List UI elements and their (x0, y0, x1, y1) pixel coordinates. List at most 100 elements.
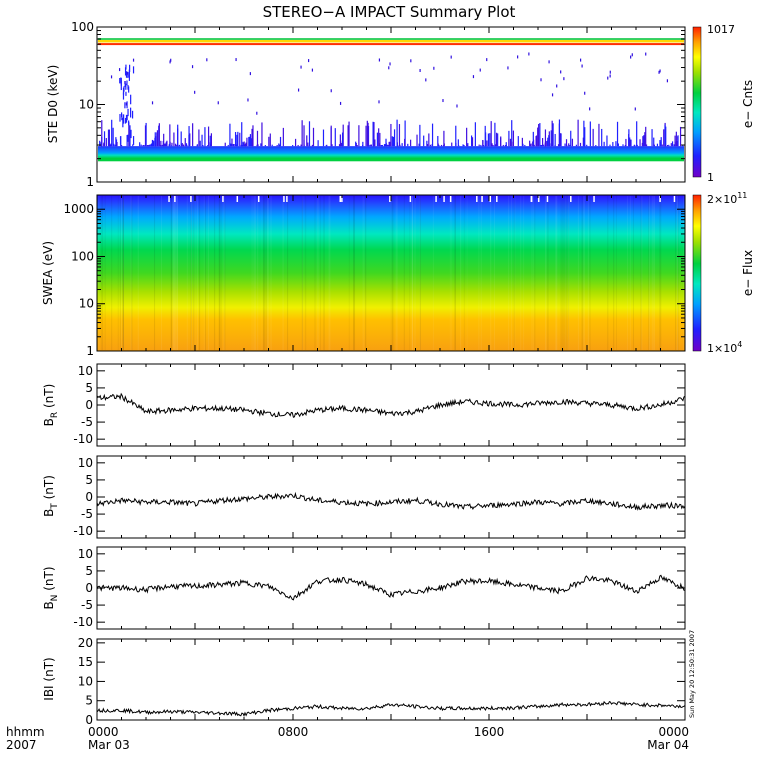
ste-sparse-mark (563, 77, 565, 81)
ste-burst-mark (127, 85, 129, 90)
ste-noise-mark (564, 143, 566, 147)
ste-noise-mark (171, 144, 173, 147)
ste-noise-mark (139, 142, 141, 147)
ste-noise-mark (239, 132, 241, 147)
ste-sparse-mark (589, 107, 591, 111)
swea-texture-stripe (683, 196, 685, 350)
ste-noise-mark (571, 138, 574, 147)
ste-noise-mark (152, 141, 154, 147)
ste-noise-mark (410, 139, 412, 147)
swea-texture-stripe (675, 196, 677, 350)
ste-noise-mark (294, 138, 297, 147)
ste-noise-mark (271, 144, 273, 147)
ste-noise-mark (544, 142, 546, 147)
ste-colorbar (692, 26, 702, 178)
ste-noise-mark (282, 127, 284, 147)
ste-noise-mark (595, 145, 597, 147)
ste-noise-mark (543, 144, 545, 147)
ste-noise-mark (616, 121, 619, 147)
swea-texture-stripe (251, 196, 253, 350)
swea-texture-stripe (122, 196, 124, 350)
ste-noise-mark (645, 144, 648, 147)
swea-texture-stripe (176, 196, 178, 350)
swea-gap-mark (339, 196, 342, 202)
ste-sparse-mark (456, 104, 458, 108)
ste-noise-mark (416, 134, 418, 147)
ste-noise-mark (207, 145, 209, 147)
swea-texture-stripe (419, 196, 421, 350)
ste-sparse-mark (169, 60, 171, 64)
ste-noise-mark (374, 139, 376, 147)
ste-burst-mark (127, 134, 129, 142)
swea-texture-stripe (174, 196, 176, 350)
ste-noise-mark (230, 143, 232, 147)
swea-texture-stripe (173, 196, 175, 350)
ste-noise-mark (677, 135, 679, 147)
ste-sparse-mark (584, 91, 586, 95)
ste-sparse-mark (118, 68, 121, 72)
ste-noise-mark (551, 120, 553, 147)
ste-noise-mark (362, 141, 364, 147)
swea-texture-stripe (390, 196, 392, 350)
ste-noise-mark (491, 143, 493, 147)
ste-noise-mark (160, 140, 162, 147)
ste-noise-mark (365, 125, 367, 147)
ste-noise-mark (671, 141, 674, 147)
ste-burst-mark (124, 102, 126, 109)
ste-noise-mark (396, 145, 398, 147)
ste-spectrogram (98, 38, 684, 162)
ste-noise-mark (423, 135, 425, 147)
swea-texture-stripe (176, 196, 178, 350)
ste-noise-mark (325, 145, 327, 147)
ste-sparse-mark (634, 107, 636, 111)
ste-noise-mark (231, 138, 233, 147)
ste-noise-mark (458, 144, 460, 147)
swea-texture-stripe (560, 196, 562, 350)
ste-noise-mark (617, 143, 619, 147)
swea-texture-stripe (176, 196, 178, 350)
ste-noise-mark (128, 122, 130, 147)
swea-gap-mark (570, 196, 572, 202)
ste-noise-mark (358, 125, 360, 147)
ste-burst-mark (125, 71, 128, 78)
ste-noise-mark (653, 137, 655, 147)
swea-texture-stripe (403, 196, 405, 350)
ste-noise-mark (148, 144, 150, 147)
ste-noise-mark (184, 138, 186, 147)
ste-noise-mark (189, 133, 191, 147)
ste-y-axis: 1 10 100 (71, 20, 686, 189)
ste-sparse-mark (339, 101, 342, 105)
ste-burst-mark (130, 129, 132, 139)
ste-noise-mark (443, 130, 445, 147)
ste-noise-mark (622, 144, 624, 147)
ste-noise-mark (120, 145, 123, 147)
swea-texture-stripe (193, 196, 195, 350)
bt-frame (96, 455, 686, 539)
bt-trace (96, 491, 686, 511)
ste-sparse-mark (631, 53, 633, 57)
swea-colorbar (692, 194, 702, 352)
swea-texture-stripe (632, 196, 634, 350)
swea-gap-mark (546, 196, 549, 202)
ste-noise-mark (150, 143, 152, 147)
ste-noise-mark (188, 134, 190, 147)
ste-noise-mark (236, 134, 238, 147)
ste-noise-mark (108, 129, 110, 147)
ste-burst-mark (119, 114, 121, 122)
ste-burst-mark (122, 92, 125, 100)
swea-texture-stripe (111, 196, 113, 350)
ste-noise-mark (149, 144, 151, 147)
swea-texture-stripe (478, 196, 480, 350)
swea-texture-stripe (214, 196, 216, 350)
bn-ylabel: BN (nT) (42, 566, 60, 609)
swea-texture-stripe (451, 196, 453, 350)
ste-noise-mark (163, 133, 165, 147)
ste-noise-mark (480, 144, 482, 147)
x-tick-label: 0000 (658, 725, 689, 739)
swea-gap-mark (174, 196, 176, 202)
ste-noise-mark (109, 144, 111, 147)
swea-texture-stripe (324, 196, 326, 350)
ste-noise-mark (517, 136, 519, 147)
ste-burst-mark (130, 107, 132, 118)
ste-noise-mark (584, 127, 586, 147)
